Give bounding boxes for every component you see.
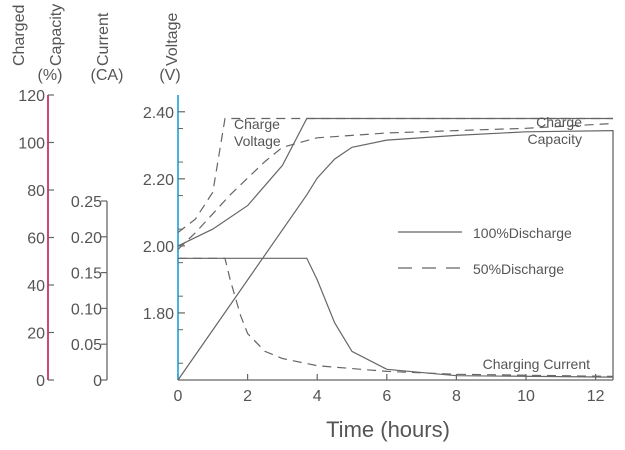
capacity-tick-label: 40: [27, 278, 45, 295]
capacity-tick-label: 100: [18, 136, 45, 153]
current-axis-title: Current: [95, 12, 112, 66]
annotation-label: Charge: [536, 114, 582, 130]
capacity-tick-label: 80: [27, 183, 45, 200]
series-line-charging-current-solid: [178, 257, 614, 378]
current-tick-label: 0.05: [71, 337, 102, 354]
capacity-axis-title: Capacity: [48, 4, 65, 66]
annotation-label: Capacity: [528, 131, 582, 147]
x-tick-label: 6: [382, 388, 391, 405]
annotation-label: Voltage: [234, 133, 281, 149]
current-tick-label: 0.15: [71, 266, 102, 283]
current-axis-unit: (CA): [91, 67, 124, 84]
series-line-charge-capacity-solid: [177, 130, 614, 381]
x-tick-label: 10: [517, 388, 535, 405]
current-tick-label: 0.20: [71, 230, 102, 247]
legend-label: 50%Discharge: [473, 261, 564, 277]
capacity-tick-label: 60: [27, 231, 45, 248]
capacity-tick-label: 120: [18, 88, 45, 105]
x-axis-label: Time (hours): [326, 417, 450, 442]
current-tick-label: 0.25: [71, 194, 102, 211]
x-tick-label: 2: [243, 388, 252, 405]
voltage-axis-title: Voltage: [164, 13, 181, 66]
current-tick-label: 0: [93, 373, 102, 390]
capacity-tick-label: 0: [36, 373, 45, 390]
x-tick-label: 0: [174, 388, 183, 405]
annotation-label: Charging Current: [483, 356, 590, 372]
x-tick-label: 8: [452, 388, 461, 405]
text-layer: Time (hours) 0 2 4 6 8 10 1202040608010012000.…: [11, 4, 605, 442]
legend-label: 100%Discharge: [473, 225, 572, 241]
capacity-axis-title: Charged: [11, 5, 28, 66]
x-tick-label: 4: [313, 388, 322, 405]
voltage-tick-label: 2.00: [143, 239, 174, 256]
current-tick-label: 0.10: [71, 301, 102, 318]
series-line-charge-capacity-dashed: [177, 122, 614, 250]
voltage-axis-unit: (V): [159, 67, 180, 84]
x-tick-label: 12: [587, 388, 605, 405]
annotation-label: Charge: [234, 116, 280, 132]
capacity-axis-unit: (%): [38, 67, 63, 84]
voltage-tick-label: 2.40: [143, 105, 174, 122]
voltage-tick-label: 2.20: [143, 172, 174, 189]
axes-layer: [47, 94, 614, 381]
series-line-charge-voltage-dashed: [177, 117, 613, 233]
voltage-tick-label: 1.80: [143, 306, 174, 323]
series-layer: [177, 117, 614, 381]
capacity-tick-label: 20: [27, 326, 45, 343]
series-line-charging-current-dashed: [178, 257, 614, 377]
